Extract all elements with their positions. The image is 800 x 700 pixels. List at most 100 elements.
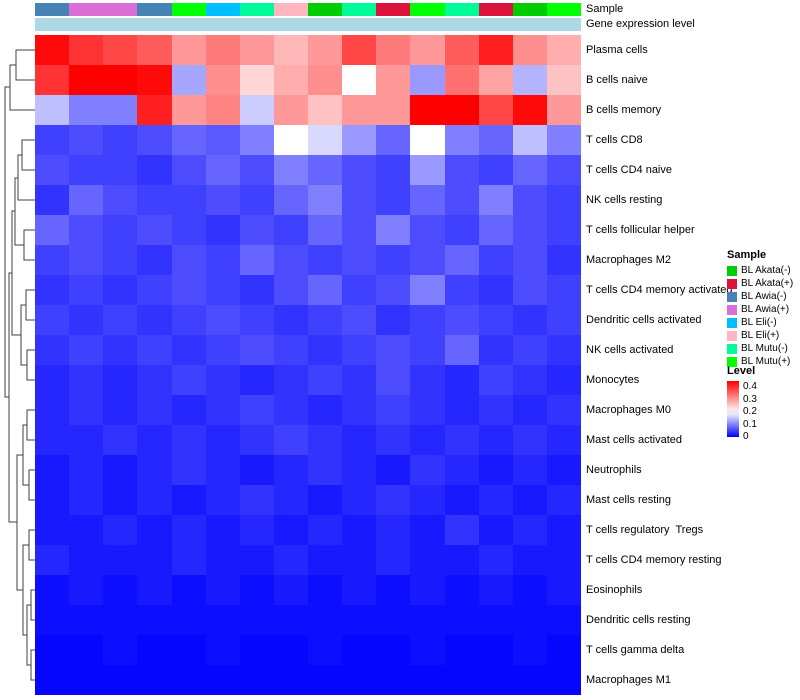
heatmap-cell bbox=[103, 545, 138, 575]
legend-swatch bbox=[727, 343, 737, 354]
heatmap-cell bbox=[546, 65, 581, 95]
legend-entry: BL Akata(-) bbox=[727, 264, 799, 277]
heatmap-cell bbox=[478, 425, 513, 455]
legend-entry-label: BL Awia(+) bbox=[741, 304, 790, 315]
heatmap-cell bbox=[546, 635, 581, 665]
heatmap-cell bbox=[478, 95, 513, 125]
heatmap-cell bbox=[512, 335, 547, 365]
heatmap-cell bbox=[342, 215, 377, 245]
heatmap-cell bbox=[546, 185, 581, 215]
heatmap-cell bbox=[171, 455, 206, 485]
level-legend: Level 0.4 0.3 0.2 0.1 0 bbox=[727, 365, 787, 457]
gene-expression-annotation-cell bbox=[273, 18, 308, 31]
heatmap-cell bbox=[69, 125, 104, 155]
heatmap-cell bbox=[342, 605, 377, 635]
sample-annotation-cell bbox=[342, 3, 377, 16]
heatmap-cell bbox=[342, 665, 377, 695]
heatmap-cell bbox=[35, 395, 70, 425]
heatmap-cell bbox=[205, 395, 240, 425]
heatmap-cell bbox=[478, 485, 513, 515]
heatmap-cell bbox=[103, 95, 138, 125]
heatmap-cell bbox=[239, 425, 274, 455]
sample-annotation-cell bbox=[444, 3, 479, 16]
heatmap-cell bbox=[342, 515, 377, 545]
heatmap-cell bbox=[410, 545, 445, 575]
heatmap-cell bbox=[103, 455, 138, 485]
heatmap-cell bbox=[103, 485, 138, 515]
heatmap-cell bbox=[444, 665, 479, 695]
sample-legend-title: Sample bbox=[727, 249, 767, 261]
heatmap-cell bbox=[546, 335, 581, 365]
heatmap-cell bbox=[546, 395, 581, 425]
heatmap-cell bbox=[376, 635, 411, 665]
heatmap-cell bbox=[35, 215, 70, 245]
heatmap-cell bbox=[308, 245, 343, 275]
heatmap-cell bbox=[376, 65, 411, 95]
heatmap-cell bbox=[103, 275, 138, 305]
heatmap-cell bbox=[410, 35, 445, 65]
heatmap-cell bbox=[69, 515, 104, 545]
heatmap-cell bbox=[546, 155, 581, 185]
heatmap-cell bbox=[239, 155, 274, 185]
legend-entry: BL Mutu(+) bbox=[727, 355, 799, 368]
heatmap-cell bbox=[137, 365, 172, 395]
gene-expression-annotation-label: Gene expression level bbox=[586, 18, 695, 30]
heatmap-cell bbox=[376, 125, 411, 155]
row-label: T cells follicular helper bbox=[586, 224, 695, 236]
heatmap-cell bbox=[137, 35, 172, 65]
level-tick-label: 0.3 bbox=[743, 393, 757, 405]
legend-entry: BL Mutu(-) bbox=[727, 342, 799, 355]
row-label: T cells gamma delta bbox=[586, 644, 685, 656]
legend-entry: BL Eli(+) bbox=[727, 329, 799, 342]
heatmap-cell bbox=[478, 215, 513, 245]
heatmap-cell bbox=[35, 275, 70, 305]
heatmap-cell bbox=[376, 545, 411, 575]
heatmap-cell bbox=[342, 395, 377, 425]
heatmap-cell bbox=[546, 215, 581, 245]
heatmap-cell bbox=[239, 485, 274, 515]
heatmap-cell bbox=[239, 305, 274, 335]
heatmap-cell bbox=[69, 305, 104, 335]
heatmap-cell bbox=[171, 575, 206, 605]
heatmap-cell bbox=[444, 635, 479, 665]
heatmap-cell bbox=[308, 545, 343, 575]
row-label: Macrophages M2 bbox=[586, 254, 671, 266]
heatmap-cell bbox=[273, 95, 308, 125]
gene-expression-annotation-cell bbox=[35, 18, 70, 31]
heatmap-cell bbox=[273, 485, 308, 515]
heatmap-cell bbox=[444, 245, 479, 275]
legend-entry-label: BL Mutu(+) bbox=[741, 356, 791, 367]
heatmap-cell bbox=[239, 185, 274, 215]
heatmap-cell bbox=[171, 125, 206, 155]
heatmap-cell bbox=[376, 365, 411, 395]
level-tick-label: 0.1 bbox=[743, 418, 757, 430]
heatmap-cell bbox=[512, 275, 547, 305]
heatmap-cell bbox=[546, 485, 581, 515]
heatmap-cell bbox=[35, 185, 70, 215]
heatmap-cell bbox=[546, 575, 581, 605]
heatmap-cell bbox=[103, 305, 138, 335]
heatmap-cell bbox=[205, 65, 240, 95]
heatmap-cell bbox=[546, 35, 581, 65]
heatmap-cell bbox=[35, 245, 70, 275]
heatmap-cell bbox=[478, 275, 513, 305]
heatmap-cell bbox=[69, 665, 104, 695]
heatmap-cell bbox=[444, 125, 479, 155]
heatmap-cell bbox=[171, 245, 206, 275]
heatmap-cell bbox=[171, 185, 206, 215]
heatmap-cell bbox=[444, 35, 479, 65]
heatmap-cell bbox=[171, 425, 206, 455]
heatmap-cell bbox=[103, 215, 138, 245]
heatmap-cell bbox=[478, 455, 513, 485]
sample-annotation-cell bbox=[103, 3, 138, 16]
heatmap-cell bbox=[512, 395, 547, 425]
heatmap-cell bbox=[512, 575, 547, 605]
heatmap-cell bbox=[512, 245, 547, 275]
legend-swatch bbox=[727, 304, 737, 315]
heatmap-cell bbox=[410, 575, 445, 605]
row-label: T cells CD4 memory resting bbox=[586, 554, 722, 566]
heatmap-cell bbox=[376, 245, 411, 275]
heatmap-cell bbox=[376, 485, 411, 515]
heatmap-cell bbox=[376, 215, 411, 245]
heatmap-cell bbox=[103, 665, 138, 695]
